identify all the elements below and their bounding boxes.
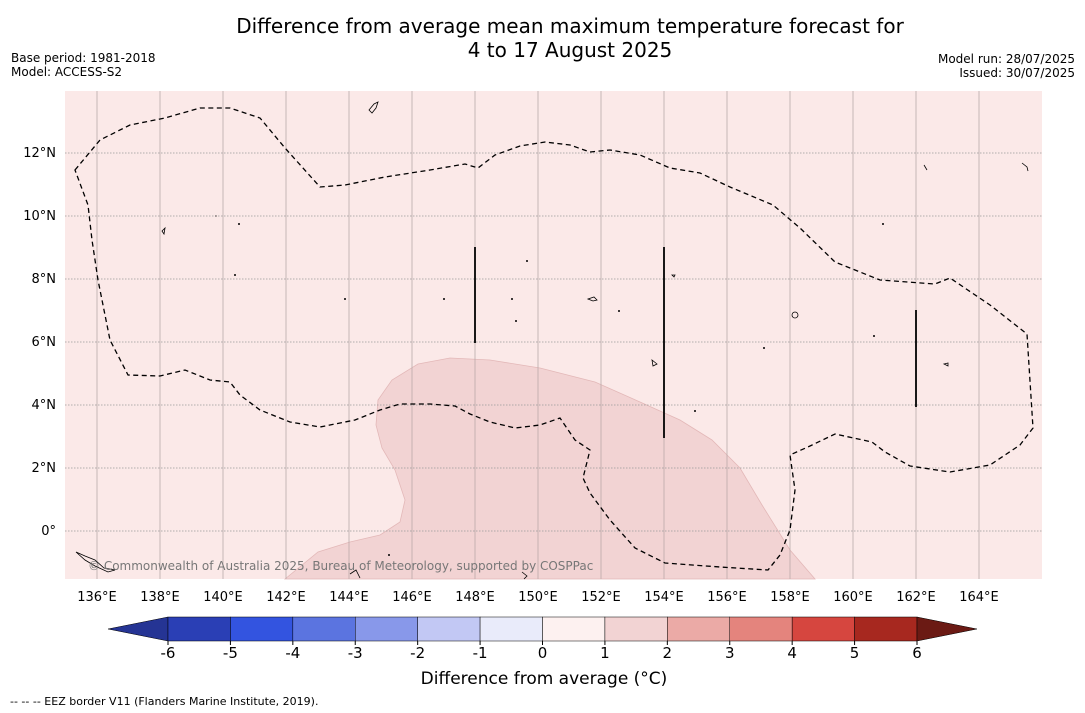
islands <box>75 101 1029 580</box>
colorbar-tick-label: -6 <box>161 644 176 662</box>
island-small-6 <box>349 569 361 579</box>
island-png <box>75 551 116 573</box>
lat-label: 6°N <box>32 335 57 350</box>
lon-label: 148°E <box>455 590 495 605</box>
island-north <box>368 101 379 114</box>
island-small-1 <box>671 274 676 278</box>
colorbar-label: Difference from average (°C) <box>420 669 668 689</box>
map-title: Difference from average mean maximum tem… <box>0 14 1085 62</box>
colorbar-cell <box>355 616 418 642</box>
colorbar-ticks: -6 -5 -4 -3 -2 -1 0 1 2 3 4 5 6 <box>161 641 922 662</box>
title-line-2: 4 to 17 August 2025 <box>467 38 673 62</box>
colorbar-cell <box>604 616 668 642</box>
issued-label: Issued: 30/07/2025 <box>959 66 1075 80</box>
colorbar-cell <box>791 616 855 642</box>
island-dots <box>215 215 884 556</box>
colorbar-tick-label: -2 <box>410 644 425 662</box>
model-run-label: Model run: 28/07/2025 <box>937 52 1075 66</box>
colorbar-extend-high <box>916 616 978 642</box>
model-label: Model: ACCESS-S2 <box>11 65 123 79</box>
island-kosrae <box>942 362 949 367</box>
colorbar-tick-label: 1 <box>600 644 610 662</box>
meta-right: Model run: 28/07/2025 Issued: 30/07/2025 <box>938 52 1075 80</box>
colorbar-tick-label: -5 <box>223 644 238 662</box>
lat-label: 8°N <box>32 272 57 287</box>
lon-label: 162°E <box>896 590 936 605</box>
boundary-lines <box>474 247 917 438</box>
copyright-text: © Commonwealth of Australia 2025, Bureau… <box>88 559 593 573</box>
warm-anomaly-region <box>283 357 816 580</box>
lon-label: 136°E <box>77 590 117 605</box>
lat-label: 10°N <box>23 209 56 224</box>
island-small-5 <box>521 571 528 580</box>
colorbar-tick-label: 5 <box>850 644 860 662</box>
lon-label: 152°E <box>581 590 621 605</box>
colorbar-cell <box>542 616 606 642</box>
colorbar-cell <box>417 616 481 642</box>
island-pohnpei <box>791 311 799 319</box>
island-small-4 <box>923 164 928 171</box>
colorbar-cell <box>479 616 543 642</box>
colorbar-cell <box>167 616 231 642</box>
colorbar-cell <box>729 616 793 642</box>
lon-label: 158°E <box>770 590 810 605</box>
lon-label: 150°E <box>518 590 558 605</box>
island-west <box>161 226 166 236</box>
colorbar-cell <box>292 616 356 642</box>
lat-label: 0° <box>41 524 56 539</box>
colorbar-tick-label: -3 <box>348 644 363 662</box>
eez-borders <box>74 107 1034 571</box>
title-line-1: Difference from average mean maximum tem… <box>236 14 904 38</box>
lon-label: 138°E <box>140 590 180 605</box>
lat-label: 4°N <box>32 398 57 413</box>
colorbar-tick-label: 6 <box>912 644 922 662</box>
colorbar-extend-low <box>107 616 169 642</box>
meridians <box>96 91 980 579</box>
lon-label: 164°E <box>959 590 999 605</box>
lon-label: 142°E <box>266 590 306 605</box>
footnote: -- -- -- EEZ border V11 (Flanders Marine… <box>10 695 319 708</box>
colorbar-tick-label: 0 <box>538 644 548 662</box>
lon-label: 144°E <box>329 590 369 605</box>
lat-label: 12°N <box>23 146 56 161</box>
lon-label: 140°E <box>203 590 243 605</box>
lon-label: 146°E <box>392 590 432 605</box>
colorbar-tick-label: -1 <box>473 644 488 662</box>
lat-label: 2°N <box>32 461 57 476</box>
island-small-3 <box>1021 162 1029 172</box>
colorbar-cell <box>230 616 294 642</box>
longitude-labels: 136°E 138°E 140°E 142°E 144°E 146°E 148°E 150°E… <box>77 590 999 605</box>
colorbar-tick-label: 2 <box>663 644 673 662</box>
lon-label: 156°E <box>707 590 747 605</box>
eez-north-boundary <box>74 107 1034 571</box>
colorbar-tick-label: 3 <box>725 644 735 662</box>
meta-left: Base period: 1981-2018 Model: ACCESS-S2 <box>11 51 156 79</box>
island-chuuk <box>586 296 598 302</box>
lon-label: 154°E <box>644 590 684 605</box>
lon-label: 160°E <box>833 590 873 605</box>
base-period-label: Base period: 1981-2018 <box>11 51 156 65</box>
colorbar-tick-label: 4 <box>787 644 797 662</box>
colorbar-tick-label: -4 <box>285 644 300 662</box>
latitude-labels: 12°N 10°N 8°N 6°N 4°N 2°N 0° <box>23 146 56 539</box>
graticule <box>65 152 1042 532</box>
colorbar-cells <box>107 616 978 642</box>
island-small-2 <box>651 359 658 367</box>
colorbar-cell <box>854 616 918 642</box>
colorbar-cell <box>667 616 730 642</box>
